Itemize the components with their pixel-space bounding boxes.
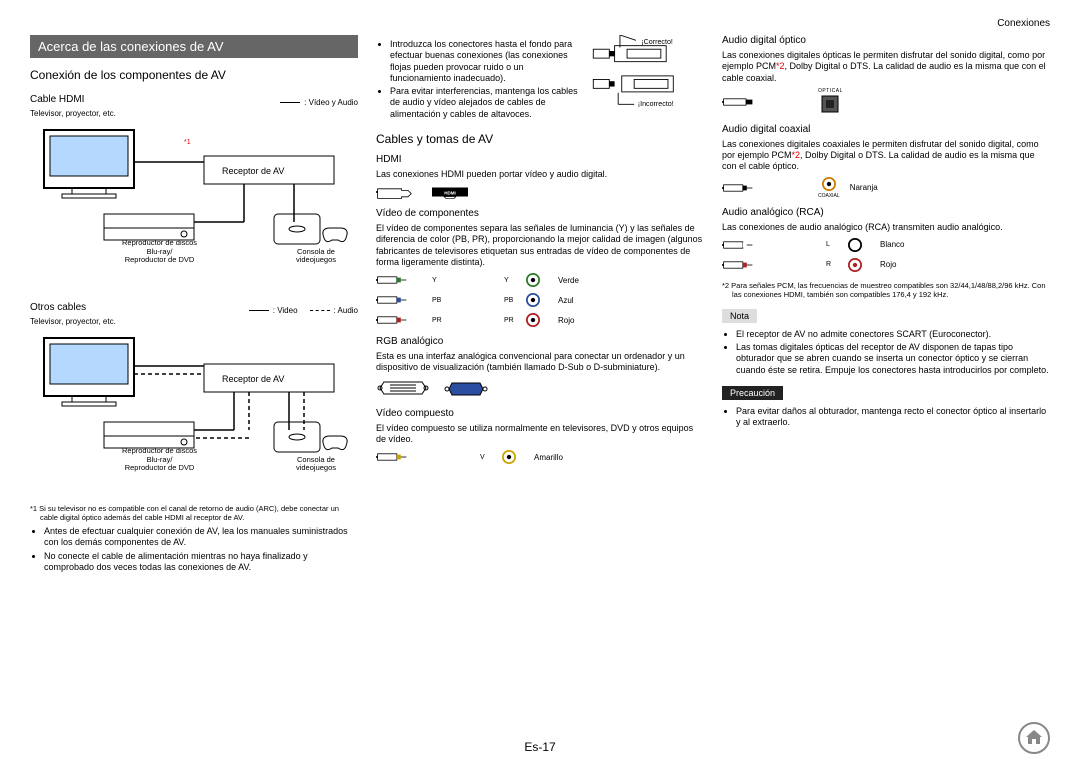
page-header-section: Conexiones — [30, 18, 1050, 29]
coax-connector-row: COAXIAL Naranja — [722, 177, 1050, 199]
rca-title: Audio analógico (RCA) — [722, 207, 1050, 218]
col1-bullet-1: No conecte el cable de alimentación mien… — [44, 551, 358, 574]
component-rows: YYVerde PBPBAzul PRPRRojo — [376, 272, 704, 328]
hdmi-legend: : Vídeo y Audio — [304, 98, 358, 107]
bluray-caption-1c: Reproductor de DVD — [122, 256, 197, 264]
col1-bullet-0: Antes de efectuar cualquier conexión de … — [44, 526, 358, 549]
optical-text: Las conexiones digitales ópticas le perm… — [722, 50, 1050, 84]
other-diagram: Receptor de AV Reproductor de discos Blu… — [30, 330, 358, 500]
page-number: Es-17 — [0, 740, 1080, 754]
vga-port-icon — [444, 378, 488, 400]
rca-row-L: LBlanco — [722, 237, 1050, 253]
precaucion-bullets: Para evitar daños al obturador, mantenga… — [722, 406, 1050, 429]
rca-row-R: RRojo — [722, 257, 1050, 273]
footnote-2: *2 Para señales PCM, las frecuencias de … — [722, 281, 1050, 299]
coax-badge: COAXIAL — [818, 193, 840, 199]
console-caption-2b: videojuegos — [296, 464, 336, 472]
hdmi-badge-icon: HDMI — [432, 185, 468, 199]
tv-label-1: Televisor, proyector, etc. — [30, 109, 358, 118]
coax-plug-icon — [722, 180, 770, 196]
component-text: El vídeo de componentes separa las señal… — [376, 223, 704, 268]
coax-jack-icon — [822, 177, 836, 191]
section-title-av-components: Conexión de los componentes de AV — [30, 68, 358, 82]
hdmi-title: HDMI — [376, 154, 704, 165]
content-columns: Acerca de las conexiones de AV Conexión … — [30, 35, 1050, 577]
svg-text:Receptor de AV: Receptor de AV — [222, 166, 284, 176]
svg-text:Receptor de AV: Receptor de AV — [222, 374, 284, 384]
svg-text:HDMI: HDMI — [444, 190, 456, 195]
cables-section-title: Cables y tomas de AV — [376, 132, 704, 146]
coax-label: Naranja — [850, 183, 878, 192]
rgb-connector-row — [376, 378, 704, 400]
coax-text: Las conexiones digitales coaxiales le pe… — [722, 139, 1050, 173]
component-row-PB: PBPBAzul — [376, 292, 704, 308]
column-3: Audio digital óptico Las conexiones digi… — [722, 35, 1050, 577]
col1-bullets: Antes de efectuar cualquier conexión de … — [30, 526, 358, 573]
composite-title: Vídeo compuesto — [376, 408, 704, 419]
component-row-Y: YYVerde — [376, 272, 704, 288]
rca-rows: LBlanco RRojo — [722, 237, 1050, 273]
hdmi-connector-row: HDMI — [376, 184, 704, 200]
nota-bullet-0: El receptor de AV no admite conectores S… — [736, 329, 1050, 340]
svg-text:*1: *1 — [184, 139, 191, 146]
footnote-1: *1 Si su televisor no es compatible con … — [30, 504, 358, 522]
console-caption-1b: videojuegos — [296, 256, 336, 264]
prec-bullet-0: Para evitar daños al obturador, mantenga… — [736, 406, 1050, 429]
leg-audio: : Audio — [334, 306, 358, 315]
home-icon[interactable] — [1018, 722, 1050, 756]
vga-plug-icon — [376, 378, 436, 400]
rgb-text: Esta es una interfaz analógica convencio… — [376, 351, 704, 374]
optical-plug-icon — [722, 94, 770, 110]
optical-port-icon — [820, 94, 840, 114]
nota-badge: Nota — [722, 309, 757, 323]
col2-top-bullet-0: Introduzca los conectores hasta el fondo… — [390, 39, 578, 84]
column-1: Acerca de las conexiones de AV Conexión … — [30, 35, 358, 577]
component-row-PR: PRPRRojo — [376, 312, 704, 328]
other-cables-title: Otros cables — [30, 302, 86, 313]
tv-label-2: Televisor, proyector, etc. — [30, 317, 358, 326]
rca-text: Las conexiones de audio analógico (RCA) … — [722, 222, 1050, 233]
composite-row: VAmarillo — [376, 449, 704, 465]
rgb-title: RGB analógico — [376, 336, 704, 347]
hdmi-diagram: *1 Receptor de AV Reproduc — [30, 122, 358, 292]
nota-bullets: El receptor de AV no admite conectores S… — [722, 329, 1050, 376]
composite-row-v: VAmarillo — [376, 449, 704, 465]
bluray-caption-2c: Reproductor de DVD — [122, 464, 197, 472]
correct-incorrect-diagram: ¡Correcto! ¡Incorrecto! — [586, 35, 704, 115]
hdmi-text: Las conexiones HDMI pueden portar vídeo … — [376, 169, 704, 180]
column-2: Introduzca los conectores hasta el fondo… — [376, 35, 704, 577]
col2-top-bullets: Introduzca los conectores hasta el fondo… — [376, 39, 578, 122]
nota-bullet-1: Las tomas digitales ópticas del receptor… — [736, 342, 1050, 376]
svg-text:¡Correcto!: ¡Correcto! — [642, 38, 674, 46]
col2-top-bullet-1: Para evitar interferencias, mantenga los… — [390, 86, 578, 120]
component-title: Vídeo de componentes — [376, 208, 704, 219]
svg-text:¡Incorrecto!: ¡Incorrecto! — [638, 100, 674, 108]
hdmi-cable-title: Cable HDMI — [30, 94, 84, 105]
leg-video: : Video — [273, 306, 298, 315]
title-bar: Acerca de las conexiones de AV — [30, 35, 358, 58]
composite-text: El vídeo compuesto se utiliza normalment… — [376, 423, 704, 446]
precaucion-badge: Precaución — [722, 386, 783, 400]
optical-connector-row: OPTICAL — [722, 88, 1050, 116]
hdmi-plug-icon — [376, 184, 424, 200]
optical-title: Audio digital óptico — [722, 35, 1050, 46]
coax-title: Audio digital coaxial — [722, 124, 1050, 135]
